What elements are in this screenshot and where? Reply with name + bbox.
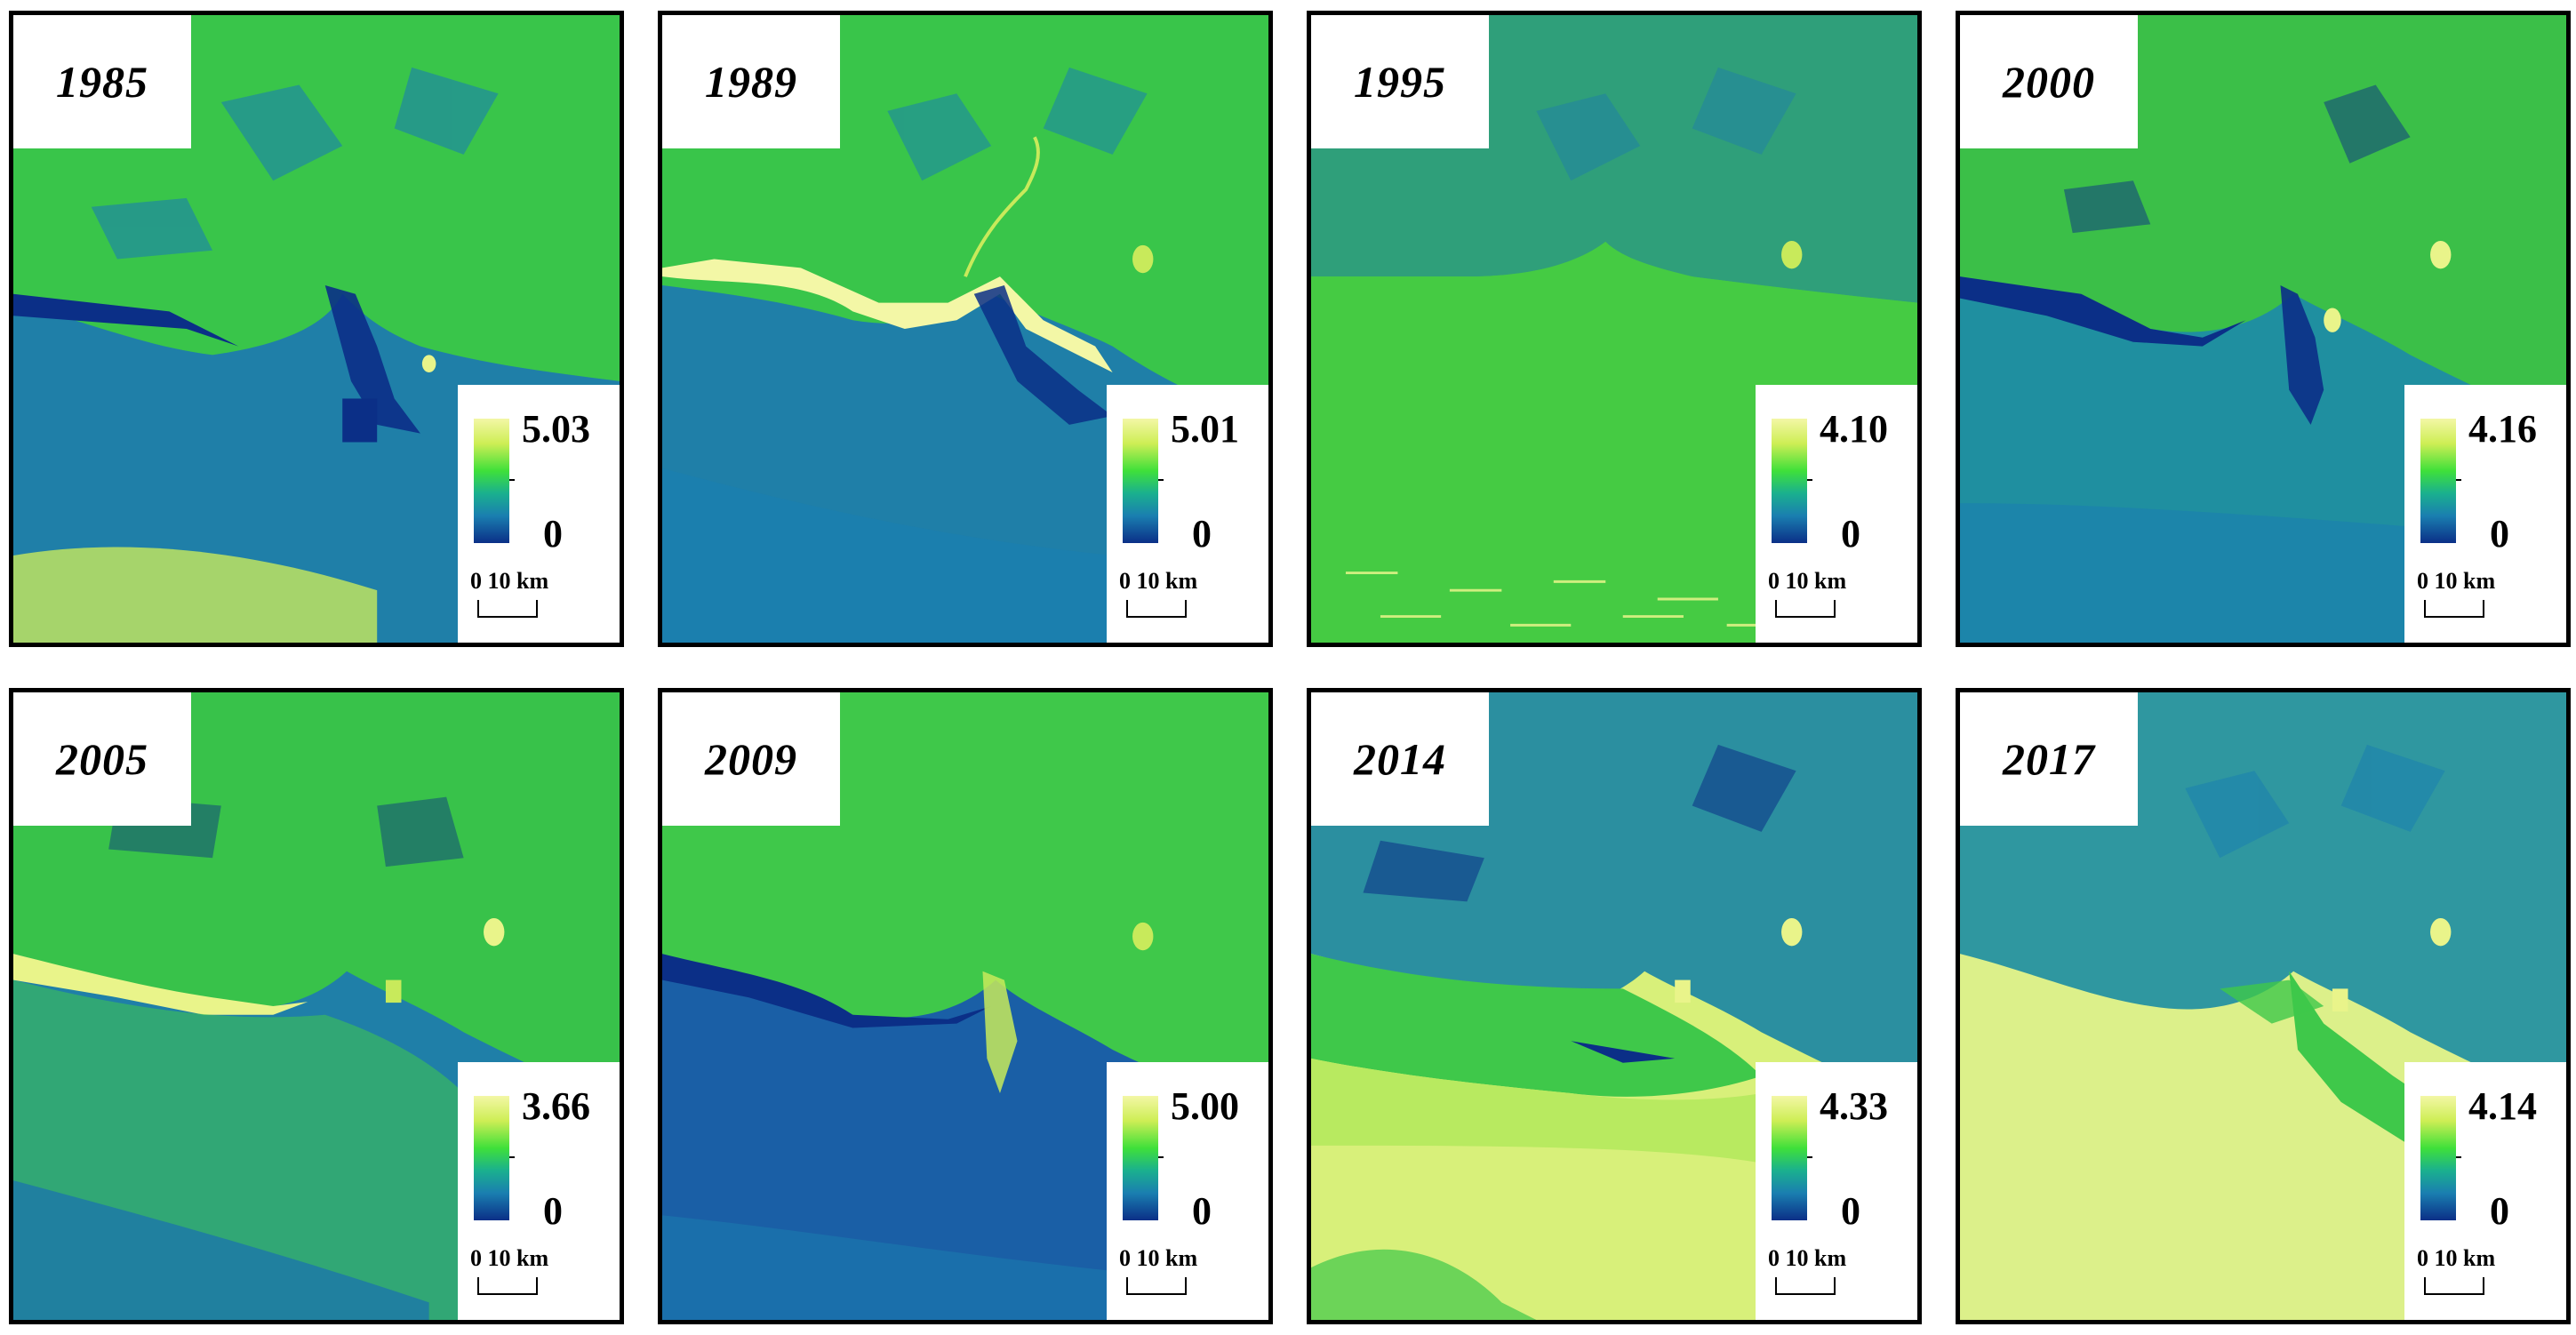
colorbar-max-label: 5.03 <box>522 407 590 451</box>
colorbar-min-label: 0 <box>1841 1189 1860 1233</box>
year-label-box: 2000 <box>1960 15 2138 148</box>
scale-bar <box>1126 600 1187 618</box>
year-label-box: 2014 <box>1311 692 1489 826</box>
colorbar-ramp <box>2420 419 2456 543</box>
map-panel-2014: 2014 4.33 0 0 10 km <box>1307 688 1922 1324</box>
map-panel-2000: 2000 4.16 0 0 10 km <box>1956 11 2571 647</box>
scale-bar-label: 0 10 km <box>1119 568 1198 594</box>
colorbar-max-label: 4.14 <box>2468 1084 2537 1128</box>
colorbar-legend: 5.00 0 0 10 km <box>1107 1062 1268 1320</box>
colorbar-min-label: 0 <box>543 512 563 556</box>
colorbar-legend: 4.33 0 0 10 km <box>1756 1062 1917 1320</box>
year-label: 2005 <box>56 734 148 784</box>
scale-bar-label: 0 10 km <box>470 568 549 594</box>
colorbar-ramp <box>1123 1096 1158 1220</box>
year-label-box: 2005 <box>13 692 191 826</box>
colorbar-legend: 4.14 0 0 10 km <box>2404 1062 2566 1320</box>
colorbar-max-label: 4.16 <box>2468 407 2537 451</box>
colorbar-min-label: 0 <box>1192 1189 1212 1233</box>
colorbar-min-label: 0 <box>2490 512 2509 556</box>
colorbar-max-label: 4.10 <box>1820 407 1888 451</box>
scale-bar-label: 0 10 km <box>1768 1245 1847 1271</box>
colorbar-legend: 5.03 0 0 10 km <box>458 385 620 643</box>
scale-bar <box>477 600 538 618</box>
colorbar-legend: 4.10 0 0 10 km <box>1756 385 1917 643</box>
scale-bar <box>477 1277 538 1295</box>
colorbar-tick <box>2456 479 2461 481</box>
scale-bar <box>2424 600 2484 618</box>
map-image <box>1960 15 2566 643</box>
colorbar-ramp <box>474 1096 509 1220</box>
year-label: 2000 <box>2003 57 2095 107</box>
colorbar-legend: 4.16 0 0 10 km <box>2404 385 2566 643</box>
scale-bar <box>1126 1277 1187 1295</box>
year-label: 2014 <box>1354 734 1446 784</box>
colorbar-max-label: 5.00 <box>1171 1084 1239 1128</box>
colorbar-tick <box>1158 1156 1164 1158</box>
colorbar-legend: 3.66 0 0 10 km <box>458 1062 620 1320</box>
colorbar-tick <box>509 479 515 481</box>
year-label-box: 2017 <box>1960 692 2138 826</box>
map-panel-2017: 2017 4.14 0 0 10 km <box>1956 688 2571 1324</box>
map-panel-1995: 1995 4.10 0 0 10 km <box>1307 11 1922 647</box>
year-label: 1985 <box>56 57 148 107</box>
map-image <box>662 692 1268 1320</box>
year-label: 1995 <box>1354 57 1446 107</box>
colorbar-tick <box>1158 479 1164 481</box>
scale-bar <box>1775 1277 1836 1295</box>
colorbar-ramp <box>1772 419 1807 543</box>
colorbar-tick <box>1807 1156 1812 1158</box>
colorbar-min-label: 0 <box>543 1189 563 1233</box>
scale-bar <box>2424 1277 2484 1295</box>
year-label-box: 2009 <box>662 692 840 826</box>
colorbar-legend: 5.01 0 0 10 km <box>1107 385 1268 643</box>
scale-bar <box>1775 600 1836 618</box>
colorbar-min-label: 0 <box>1192 512 1212 556</box>
map-panel-2005: 2005 3.66 0 0 10 km <box>9 688 624 1324</box>
year-label-box: 1995 <box>1311 15 1489 148</box>
colorbar-tick <box>509 1156 515 1158</box>
map-panel-2009: 2009 5.00 0 0 10 km <box>658 688 1273 1324</box>
colorbar-tick <box>2456 1156 2461 1158</box>
scale-bar-label: 0 10 km <box>1768 568 1847 594</box>
scale-bar-label: 0 10 km <box>470 1245 549 1271</box>
scale-bar-label: 0 10 km <box>2417 1245 2496 1271</box>
year-label: 2009 <box>705 734 797 784</box>
colorbar-ramp <box>1123 419 1158 543</box>
year-label: 1989 <box>705 57 797 107</box>
colorbar-ramp <box>2420 1096 2456 1220</box>
year-label-box: 1989 <box>662 15 840 148</box>
map-panel-1985: 1985 5.03 0 0 10 km <box>9 11 624 647</box>
scale-bar-label: 0 10 km <box>1119 1245 1198 1271</box>
year-label: 2017 <box>2003 734 2095 784</box>
colorbar-tick <box>1807 479 1812 481</box>
colorbar-ramp <box>474 419 509 543</box>
year-label-box: 1985 <box>13 15 191 148</box>
colorbar-min-label: 0 <box>1841 512 1860 556</box>
colorbar-ramp <box>1772 1096 1807 1220</box>
colorbar-min-label: 0 <box>2490 1189 2509 1233</box>
map-panel-1989: 1989 5.01 0 0 10 km <box>658 11 1273 647</box>
colorbar-max-label: 5.01 <box>1171 407 1239 451</box>
colorbar-max-label: 3.66 <box>522 1084 590 1128</box>
colorbar-max-label: 4.33 <box>1820 1084 1888 1128</box>
scale-bar-label: 0 10 km <box>2417 568 2496 594</box>
